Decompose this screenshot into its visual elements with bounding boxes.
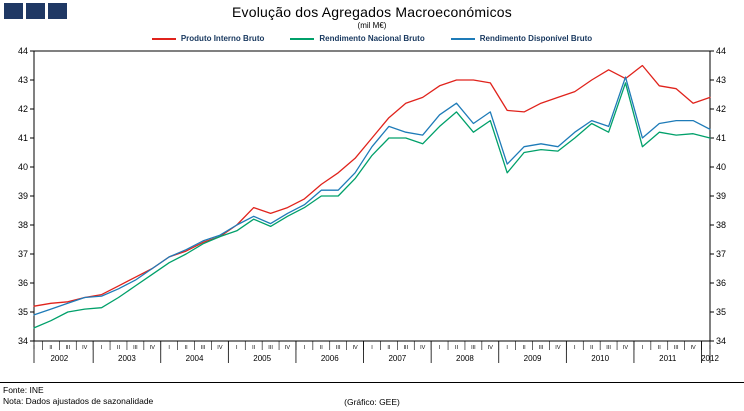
- x-quarter-label: IV: [420, 345, 426, 351]
- x-year-label: 2006: [321, 354, 339, 363]
- footer: Fonte: INE Nota: Dados ajustados de sazo…: [0, 382, 744, 411]
- y-tick-label-right: 42: [716, 104, 726, 114]
- x-quarter-label: IV: [285, 345, 291, 351]
- x-quarter-label: II: [117, 345, 121, 351]
- x-year-label: 2009: [524, 354, 542, 363]
- legend-item-0: Produto Interno Bruto: [151, 34, 265, 43]
- x-quarter-label: I: [574, 345, 576, 351]
- x-quarter-label: II: [523, 345, 527, 351]
- x-quarter-label: III: [268, 345, 273, 351]
- x-quarter-label: III: [539, 345, 544, 351]
- line-chart-svg: 34 34 35 35 36 36 37 37 38 38 39 39 40 40 41 41 42 42 43 43…: [18, 46, 726, 363]
- x-quarter-label: II: [252, 345, 256, 351]
- y-tick-label-left: 37: [18, 249, 28, 259]
- x-quarter-label: I: [642, 345, 644, 351]
- x-quarter-label: II: [49, 345, 53, 351]
- x-quarter-label: I: [236, 345, 238, 351]
- legend-line-swatch: [151, 37, 176, 40]
- y-tick-label-left: 39: [18, 191, 28, 201]
- x-quarter-label: III: [66, 345, 71, 351]
- x-quarter-label: IV: [690, 345, 696, 351]
- legend-label: Produto Interno Bruto: [180, 34, 265, 43]
- y-tick-label-right: 44: [716, 46, 726, 56]
- x-quarter-label: I: [506, 345, 508, 351]
- y-tick-label-left: 40: [18, 162, 28, 172]
- source-note: Fonte: INE: [3, 385, 44, 395]
- x-quarter-label: IV: [623, 345, 629, 351]
- x-quarter-label: II: [387, 345, 391, 351]
- y-tick-label-left: 38: [18, 220, 28, 230]
- legend-item-2: Rendimento Disponível Bruto: [450, 34, 593, 43]
- y-tick-label-left: 44: [18, 46, 28, 56]
- series-line-2: [33, 76, 711, 316]
- y-tick-label-right: 40: [716, 162, 726, 172]
- x-quarter-label: III: [674, 345, 679, 351]
- x-quarter-label: II: [658, 345, 662, 351]
- x-quarter-label: IV: [150, 345, 156, 351]
- y-tick-label-left: 43: [18, 75, 28, 85]
- y-tick-label-left: 36: [18, 278, 28, 288]
- x-quarter-label: I: [304, 345, 306, 351]
- x-quarter-label: IV: [352, 345, 358, 351]
- x-quarter-label: IV: [555, 345, 561, 351]
- chart-title: Evolução dos Agregados Macroeconómicos: [232, 4, 512, 20]
- x-year-label: 2004: [186, 354, 204, 363]
- legend-line-swatch: [290, 37, 315, 40]
- credit-note: (Gráfico: GEE): [344, 397, 400, 408]
- x-year-label: 2008: [456, 354, 474, 363]
- x-year-label: 2011: [659, 354, 677, 363]
- legend-label: Rendimento Disponível Bruto: [479, 34, 593, 43]
- series-line-0: [33, 64, 711, 307]
- y-tick-label-right: 36: [716, 278, 726, 288]
- logo-square: [26, 3, 45, 19]
- x-year-label: 2003: [118, 354, 136, 363]
- x-quarter-label: IV: [488, 345, 494, 351]
- x-year-label: 2002: [50, 354, 68, 363]
- x-quarter-label: I: [439, 345, 441, 351]
- x-year-label: 2010: [591, 354, 609, 363]
- x-quarter-label: II: [590, 345, 594, 351]
- plot-frame: [33, 50, 711, 342]
- x-quarter-label: II: [320, 345, 324, 351]
- x-quarter-label: IV: [217, 345, 223, 351]
- seasonality-note: Nota: Dados ajustados de sazonalidade: [3, 395, 154, 406]
- series-line-1: [33, 82, 711, 329]
- y-tick-label-right: 38: [716, 220, 726, 230]
- x-quarter-label: I: [101, 345, 103, 351]
- logo-square: [48, 3, 67, 19]
- x-quarter-label: II: [455, 345, 459, 351]
- x-quarter-label: III: [201, 345, 206, 351]
- y-tick-label-left: 34: [18, 336, 28, 346]
- x-quarter-label: III: [336, 345, 341, 351]
- x-quarter-label: III: [133, 345, 138, 351]
- y-tick-label-left: 41: [18, 133, 28, 143]
- y-tick-label-left: 42: [18, 104, 28, 114]
- x-year-label: 2005: [253, 354, 271, 363]
- y-tick-label-right: 43: [716, 75, 726, 85]
- legend-item-1: Rendimento Nacional Bruto: [290, 34, 425, 43]
- logo-square: [4, 3, 23, 19]
- x-quarter-label: III: [471, 345, 476, 351]
- legend-line-swatch: [450, 37, 475, 40]
- legend: Produto Interno Bruto Rendimento Nacional…: [0, 32, 744, 45]
- chart-subtitle: (mil M€): [357, 21, 387, 30]
- x-quarter-label: I: [168, 345, 170, 351]
- legend-label: Rendimento Nacional Bruto: [319, 34, 425, 43]
- x-quarter-label: III: [404, 345, 409, 351]
- y-tick-label-right: 39: [716, 191, 726, 201]
- x-year-label: 2007: [388, 354, 406, 363]
- x-quarter-label: I: [371, 345, 373, 351]
- x-quarter-label: IV: [82, 345, 88, 351]
- y-tick-label-right: 41: [716, 133, 726, 143]
- y-tick-label-right: 34: [716, 336, 726, 346]
- y-tick-label-right: 35: [716, 307, 726, 317]
- logo: [4, 3, 67, 19]
- chart-area: 34 34 35 35 36 36 37 37 38 38 39 39 40 40 41 41 42 42 43 43…: [0, 45, 744, 374]
- x-quarter-label: III: [606, 345, 611, 351]
- x-quarter-label: II: [185, 345, 189, 351]
- y-tick-label-left: 35: [18, 307, 28, 317]
- y-tick-label-right: 37: [716, 249, 726, 259]
